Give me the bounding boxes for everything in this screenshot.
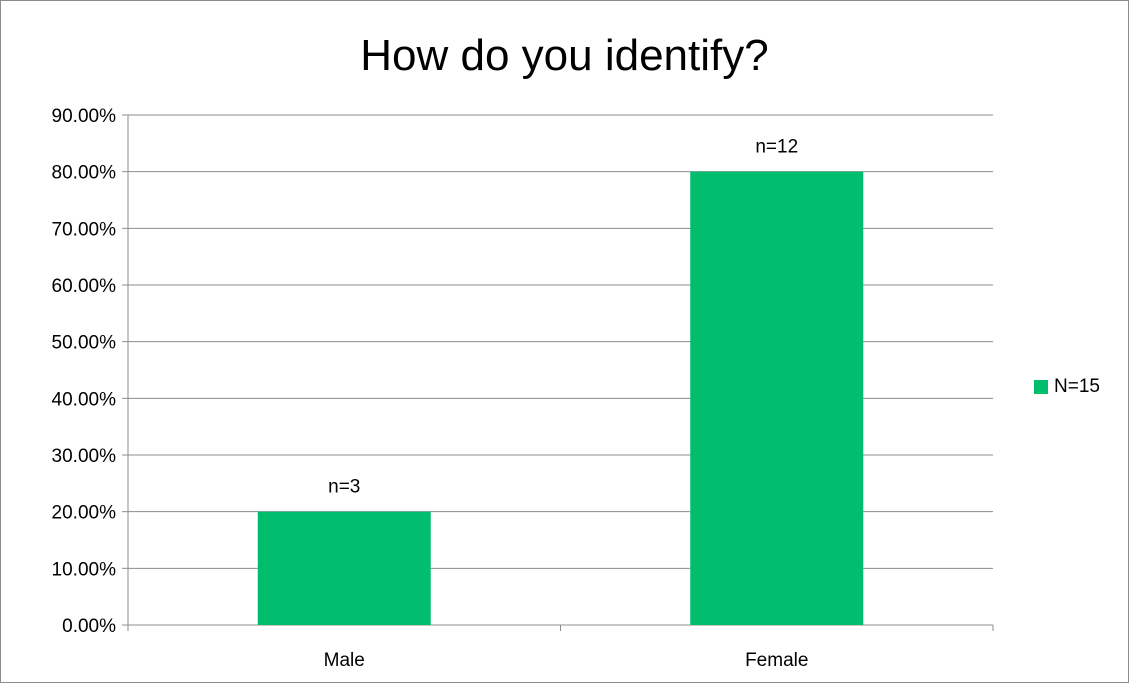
y-tick-label: 30.00% (52, 446, 117, 467)
y-tick-label: 40.00% (52, 389, 117, 410)
chart-title: How do you identify? (360, 31, 769, 80)
y-tick-label: 90.00% (52, 106, 117, 127)
labels: 0.00% 10.00% 20.00% 30.00% 40.00% 50.00% 60.00… (52, 106, 809, 671)
y-tick-label: 80.00% (52, 163, 117, 184)
bars (257, 171, 864, 625)
legend-swatch (1034, 380, 1048, 394)
bar-female (690, 171, 864, 625)
y-tick-label: 20.00% (52, 503, 117, 524)
y-tick-label: 70.00% (52, 219, 117, 240)
x-tick-label: Male (324, 650, 365, 671)
y-tick-label: 60.00% (52, 276, 117, 297)
bar-male (257, 511, 431, 625)
data-label: n=12 (755, 137, 798, 158)
legend: N=15 (1034, 376, 1100, 398)
data-label: n=3 (328, 477, 360, 498)
y-tick-label: 10.00% (52, 559, 117, 580)
y-tick-label: 50.00% (52, 333, 117, 354)
x-tick-label: Female (745, 650, 808, 671)
legend-label: N=15 (1054, 376, 1100, 397)
y-tick-label: 0.00% (62, 616, 116, 637)
